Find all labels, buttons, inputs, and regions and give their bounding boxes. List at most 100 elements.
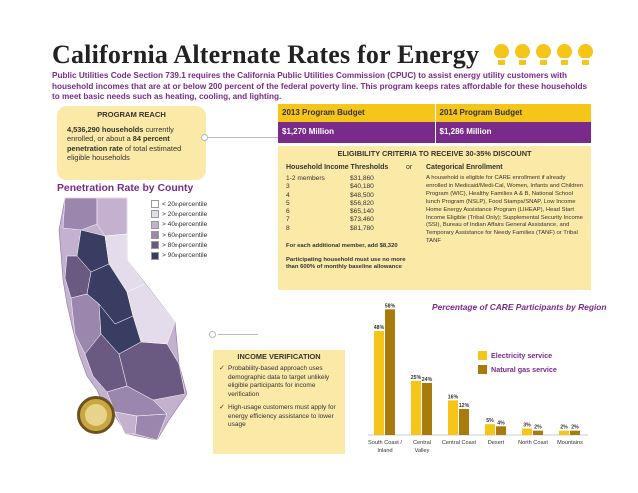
data-label: 3% xyxy=(523,423,531,429)
checkmark-icon: ✓ xyxy=(219,403,225,411)
category-label: North Coast xyxy=(518,440,548,446)
checkmark-icon: ✓ xyxy=(219,365,225,372)
budget-2014-value: $1,286 Million xyxy=(434,122,592,143)
category-label: Desert xyxy=(488,440,505,446)
eligibility-box: ELIGIBILITY CRITERIA TO RECEIVE 30-35% D… xyxy=(278,146,591,290)
additional-member-note: For each additional member, add $8,320 xyxy=(286,243,398,249)
budget-2014-label: 2014 Program Budget xyxy=(434,104,592,122)
data-label: 4% xyxy=(497,420,505,426)
eligibility-heading: ELIGIBILITY CRITERIA TO RECEIVE 30-35% D… xyxy=(337,149,532,158)
list-item: ✓ High-usage customers must apply for ene… xyxy=(219,403,336,429)
county-region-northeast xyxy=(96,197,128,237)
legend-swatch-gas xyxy=(478,364,487,374)
legend-swatch-electricity xyxy=(478,350,487,360)
households-count: 4,536,290 households xyxy=(67,125,144,134)
income-callout-line xyxy=(218,334,258,335)
county-region-san-diego xyxy=(114,411,138,435)
page-title: California Alternate Rates for Energy xyxy=(52,40,480,69)
program-reach-text: 4,536,290 households currently enrolled,… xyxy=(57,119,206,163)
california-county-map xyxy=(58,197,187,440)
program-reach-box: PROGRAM REACH 4,536,290 households curre… xyxy=(57,106,206,180)
lightbulb-icon xyxy=(535,44,552,66)
intro-paragraph: Public Utilities Code Section 739.1 requ… xyxy=(52,71,588,102)
reach-text-2: of total estimated eligible households xyxy=(67,143,182,163)
thresholds-table: 1-2 members $31,860 3 $40,180 4 $48,500 5 $5… xyxy=(286,175,374,233)
reach-callout-line xyxy=(206,137,278,138)
threshold-row: 4 $48,500 xyxy=(286,191,374,199)
category-label: Central xyxy=(413,440,431,446)
data-label: 25% xyxy=(411,375,422,381)
category-label: Valley xyxy=(415,448,430,454)
bar-1-1 xyxy=(422,383,432,435)
list-item: ✓ Probability-based approach uses demogra… xyxy=(219,365,330,399)
thresholds-heading: Household Income Thresholds xyxy=(286,164,389,171)
data-label: 2% xyxy=(571,425,579,431)
chart-legend-item: Electricity service xyxy=(478,348,557,362)
data-label: 5% xyxy=(486,418,494,424)
category-label: Inland xyxy=(377,448,392,454)
reach-callout-dot xyxy=(201,134,208,141)
data-label: 48% xyxy=(374,325,385,331)
map-title: Penetration Rate by County xyxy=(57,183,194,194)
category-label: Central Coast xyxy=(442,440,477,446)
category-label: Mountains xyxy=(557,440,583,446)
threshold-row: 7 $73,460 xyxy=(286,216,374,224)
cpuc-seal-logo xyxy=(77,396,115,434)
data-label: 12% xyxy=(459,403,470,409)
bar-0-1 xyxy=(411,380,421,435)
reach-text-1: currently enrolled, or about a xyxy=(67,125,174,144)
baseline-note: Participating household must use no more… xyxy=(286,257,406,271)
legend-swatch xyxy=(151,241,159,250)
data-label: 24% xyxy=(422,377,433,383)
bar-1-2 xyxy=(459,409,469,435)
bar-1-4 xyxy=(533,430,543,435)
bar-0-4 xyxy=(522,428,532,435)
bar-0-0 xyxy=(374,331,384,435)
care-participants-chart: 48% 58% South Coast / Inland 25% 24% Central Va… xyxy=(368,303,588,454)
threshold-row: 3 $40,180 xyxy=(286,183,374,191)
lightbulb-icon xyxy=(577,44,594,66)
categorical-heading: Categorical Enrollment xyxy=(426,164,503,171)
lightbulb-icon xyxy=(556,44,573,66)
threshold-row: 5 $56,820 xyxy=(286,199,374,207)
chart-legend: Electricity service Natural gas service xyxy=(478,348,557,376)
lightbulb-row xyxy=(493,44,594,66)
bar-1-3 xyxy=(496,426,506,435)
income-verification-list: ✓ Probability-based approach uses demogra… xyxy=(213,361,345,430)
categorical-text: A household is eligible for CARE enrollm… xyxy=(426,175,584,245)
program-reach-heading: PROGRAM REACH xyxy=(97,110,166,119)
chart-title: Percentage of CARE Participants by Regio… xyxy=(432,302,607,312)
income-verification-heading: INCOME VERIFICATION xyxy=(237,352,321,361)
data-label: 16% xyxy=(448,394,459,400)
threshold-row: 1-2 members $31,860 xyxy=(286,175,374,182)
budget-2013-value: $1,270 Million xyxy=(282,127,335,136)
penetration-rate: 84 percent penetration rate xyxy=(67,134,170,153)
lightbulb-icon xyxy=(514,44,531,66)
category-label: South Coast / xyxy=(368,440,402,446)
bar-1-5 xyxy=(570,430,580,435)
legend-swatch xyxy=(151,220,159,229)
income-callout-dot xyxy=(209,331,216,338)
bar-0-3 xyxy=(485,424,495,435)
data-label: 58% xyxy=(385,303,396,309)
county-region-north xyxy=(62,197,98,231)
budget-table: 2013 Program Budget 2014 Program Budget … xyxy=(278,104,591,143)
legend-swatch xyxy=(151,200,159,209)
income-verification-box: INCOME VERIFICATION ✓ Probability-based a… xyxy=(213,350,345,454)
threshold-row: 6 $65,140 xyxy=(286,208,374,216)
or-label: or xyxy=(406,164,413,171)
data-label: 2% xyxy=(560,425,568,431)
threshold-row: 8 $81,780 xyxy=(286,224,374,232)
county-region-imperial xyxy=(134,413,168,440)
chart-legend-item: Natural gas service xyxy=(478,362,557,376)
legend-swatch xyxy=(151,251,159,260)
budget-2013-label: 2013 Program Budget xyxy=(282,108,365,117)
bar-0-5 xyxy=(559,430,569,435)
data-label: 2% xyxy=(534,425,542,431)
